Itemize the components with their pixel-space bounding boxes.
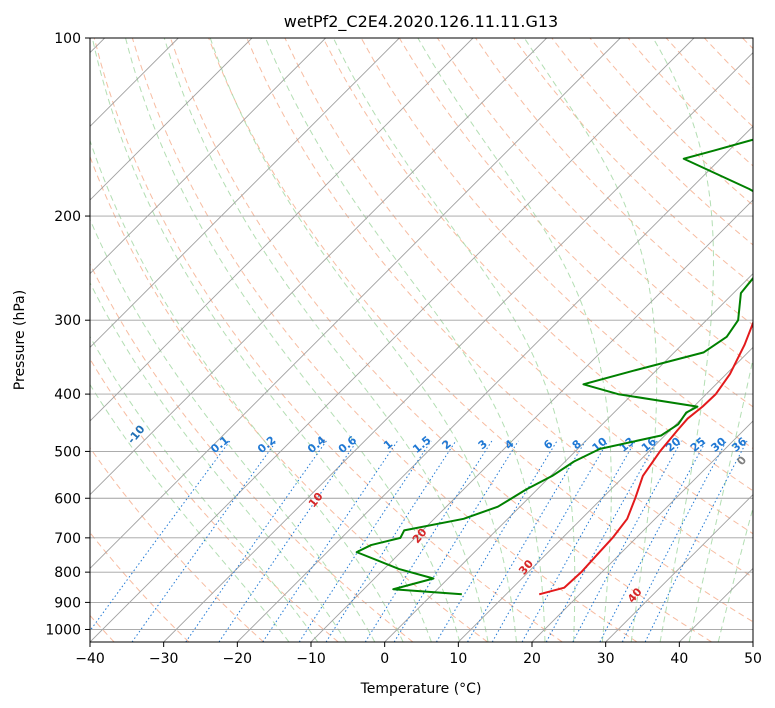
isotherm-grid — [90, 38, 753, 642]
moist-adiabat-line — [717, 506, 753, 642]
moist-adiabat-line — [417, 38, 612, 642]
dry-adiabat-line — [208, 38, 753, 623]
dry-adiabat-line — [246, 38, 753, 578]
mixing-ratio-line — [185, 440, 327, 642]
moist-adiabat-line — [91, 38, 432, 642]
mixing-ratio-line — [298, 440, 432, 642]
y-tick-label: 200 — [54, 209, 81, 225]
mixing-ratio-line — [644, 440, 748, 642]
mixing-ratio-lines — [90, 440, 748, 642]
x-tick-label: −40 — [75, 651, 105, 667]
y-tick-label: 800 — [54, 565, 81, 581]
moist-adiabat-line — [163, 38, 489, 642]
moist-adiabat-line — [90, 218, 376, 642]
moist-adiabat-line — [209, 38, 517, 642]
x-tick-label: −10 — [296, 651, 326, 667]
y-tick-label: 700 — [54, 531, 81, 547]
dry-adiabat-line — [93, 38, 563, 642]
y-tick-label: 400 — [54, 387, 81, 403]
y-tick-label: 100 — [54, 31, 81, 47]
moist-adiabat-line — [332, 38, 576, 642]
moist-adiabat-line — [688, 356, 753, 642]
isotherm-line — [90, 38, 547, 496]
moist-adiabat-line — [652, 38, 714, 642]
mixing-ratio-line — [218, 440, 358, 642]
x-axis-ticks: −40 −30 −20 −10 0 10 20 30 40 50 — [75, 642, 762, 667]
mixing-ratio-line — [262, 440, 398, 642]
dry-adiabat-line — [322, 38, 753, 492]
x-tick-label: 0 — [380, 651, 389, 667]
y-tick-label: 500 — [54, 444, 81, 460]
pressure-grid — [90, 38, 753, 630]
moist-adiabat-line — [90, 139, 404, 642]
dry-adiabat-line — [90, 446, 264, 642]
isotherm-line — [90, 38, 621, 569]
x-axis-label: Temperature (°C) — [360, 681, 482, 697]
isotherm-line — [531, 420, 753, 642]
x-tick-label: 20 — [523, 651, 541, 667]
dry-adiabat-line — [170, 38, 713, 642]
plot-frame — [89, 37, 754, 643]
chart-title: wetPf2_C2E4.2020.126.11.11.G13 — [284, 12, 558, 32]
moist-adiabat-line — [265, 38, 546, 642]
mixing-ratio-line — [393, 440, 519, 642]
isotherm-line — [90, 38, 474, 422]
isotherm-line — [237, 125, 753, 642]
plot-area: -100-90-80-70-60-50-40-30-20-10010203040… — [90, 38, 753, 642]
mixing-ratio-line — [545, 440, 658, 642]
isotherm-line — [90, 38, 695, 642]
x-tick-label: 30 — [597, 651, 615, 667]
dry-adiabat-line — [90, 262, 414, 642]
isotherm-line — [90, 38, 326, 275]
dry-adiabat-line — [475, 38, 753, 326]
sounding-series — [355, 138, 753, 596]
mixing-ratio-line — [521, 440, 636, 642]
isotherm-line — [163, 52, 753, 642]
isotherm-line — [384, 273, 753, 642]
moist-adiabat-line — [90, 335, 319, 642]
y-tick-label: 600 — [54, 491, 81, 507]
x-tick-label: 50 — [744, 651, 762, 667]
moist-adiabat-line — [90, 383, 290, 642]
moist-adiabat-line — [523, 38, 658, 642]
y-tick-label: 1000 — [45, 622, 81, 638]
isotherm-line — [90, 38, 253, 201]
dewpoint-line — [355, 138, 753, 596]
y-axis-label: Pressure (hPa) — [12, 290, 28, 390]
dry-adiabat-line — [90, 358, 339, 642]
mixing-ratio-line — [467, 440, 586, 642]
mixing-ratio-line — [364, 440, 493, 642]
moist-adiabats — [90, 38, 753, 642]
y-tick-label: 900 — [54, 595, 81, 611]
x-tick-label: −20 — [223, 651, 253, 667]
isotherm-line — [458, 346, 753, 642]
mixing-ratio-line — [491, 440, 609, 642]
dry-adiabat-line — [284, 38, 753, 535]
isotherm-line — [605, 494, 753, 642]
temperature-line — [538, 320, 753, 596]
isotherm-line — [310, 199, 753, 642]
y-tick-label: 300 — [54, 313, 81, 329]
x-tick-label: 40 — [670, 651, 688, 667]
moist-adiabat-line — [125, 38, 461, 642]
moist-adiabat-line — [90, 281, 347, 642]
y-axis-ticks: 100 200 300 400 500 600 700 800 900 1000 — [45, 31, 90, 638]
x-tick-label: 10 — [449, 651, 467, 667]
isotherm-line — [90, 38, 400, 348]
mixing-ratio-line — [90, 440, 231, 632]
x-tick-label: −30 — [149, 651, 179, 667]
